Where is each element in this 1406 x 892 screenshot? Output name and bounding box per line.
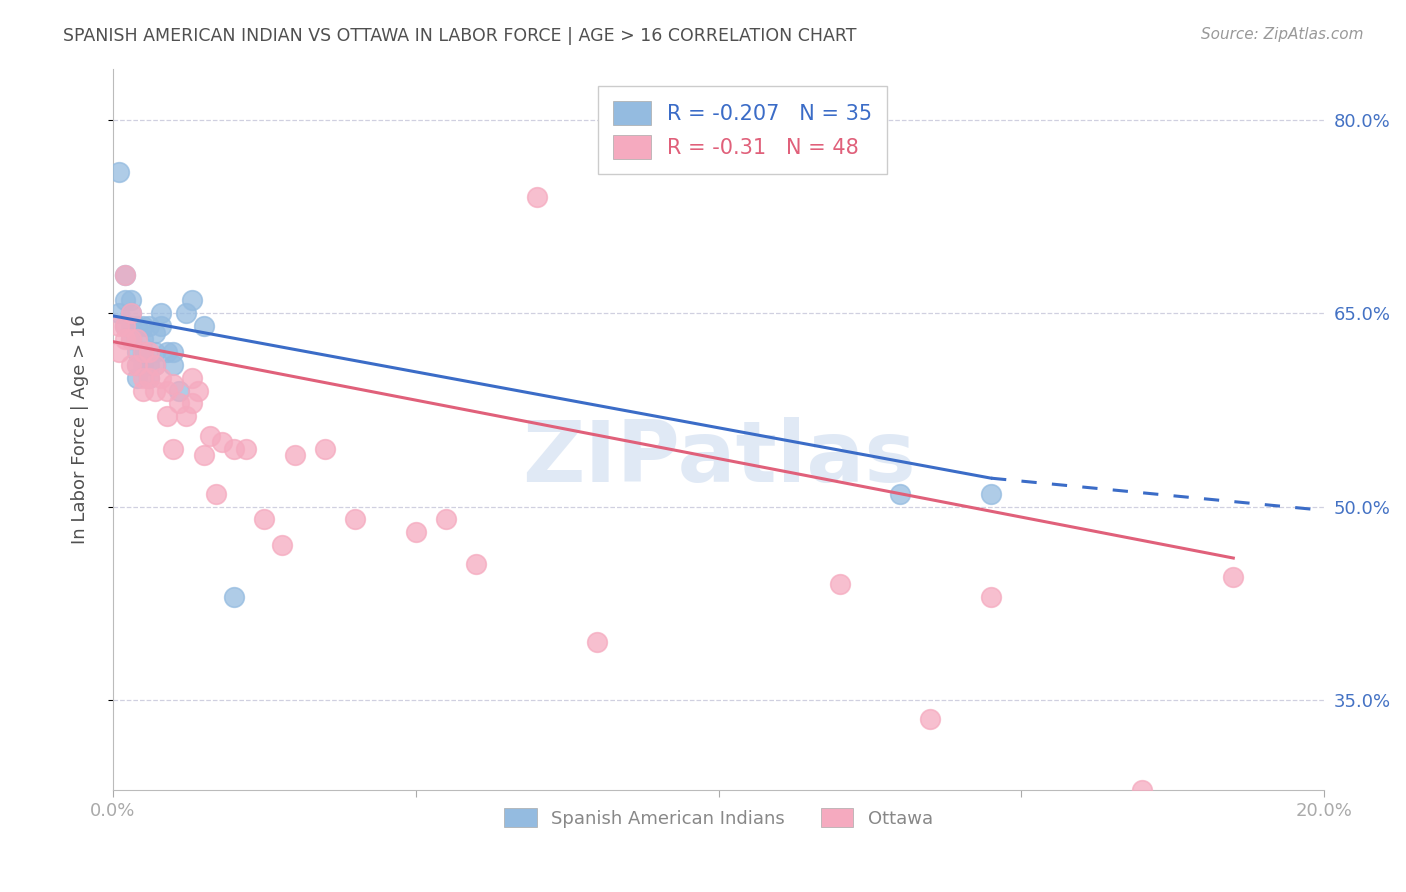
Point [120,306,142,320]
Point [169,396,191,410]
Y-axis label: In Labor Force | Age > 16: In Labor Force | Age > 16 [72,314,89,544]
Point [143,358,166,372]
Point [405,525,427,540]
Legend: Spanish American Indians, Ottawa: Spanish American Indians, Ottawa [496,801,941,835]
Point [283,448,305,462]
Point [150,319,173,334]
Point [125,358,148,372]
Point [132,345,155,359]
Point [132,370,155,384]
Point [108,345,131,359]
Point [120,332,142,346]
Point [204,486,226,500]
Point [271,538,294,552]
Point [180,396,202,410]
Point [1222,570,1244,584]
Point [138,319,160,334]
Point [162,442,184,456]
Point [162,358,184,372]
Point [193,448,215,462]
Point [114,268,136,282]
Point [138,345,160,359]
Point [114,268,136,282]
Point [108,319,131,334]
Point [156,409,179,424]
Point [174,306,197,320]
Point [180,370,202,384]
Point [169,384,191,398]
Point [120,358,142,372]
Point [156,384,179,398]
Point [586,634,609,648]
Point [150,370,173,384]
Point [314,442,336,456]
Point [162,345,184,359]
Point [138,370,160,384]
Point [125,319,148,334]
Point [193,319,215,334]
Point [180,293,202,308]
Text: SPANISH AMERICAN INDIAN VS OTTAWA IN LABOR FORCE | AGE > 16 CORRELATION CHART: SPANISH AMERICAN INDIAN VS OTTAWA IN LAB… [63,27,856,45]
Point [434,512,457,526]
Point [120,293,142,308]
Point [125,332,148,346]
Point [120,306,142,320]
Point [143,345,166,359]
Point [235,442,257,456]
Point [344,512,367,526]
Point [211,435,233,450]
Point [143,384,166,398]
Point [132,319,155,334]
Text: ZIPatlas: ZIPatlas [522,417,915,500]
Point [120,332,142,346]
Point [156,345,179,359]
Point [198,428,221,442]
Point [526,190,548,204]
Point [162,377,184,392]
Point [980,486,1002,500]
Point [108,306,131,320]
Point [125,370,148,384]
Point [222,590,245,604]
Point [132,358,155,372]
Point [174,409,197,424]
Point [120,319,142,334]
Point [150,306,173,320]
Point [920,712,942,726]
Point [980,590,1002,604]
Point [114,319,136,334]
Point [465,558,488,572]
Point [889,486,911,500]
Point [1132,783,1154,797]
Point [143,326,166,340]
Point [143,358,166,372]
Point [253,512,276,526]
Text: Source: ZipAtlas.com: Source: ZipAtlas.com [1201,27,1364,42]
Point [108,164,131,178]
Point [114,319,136,334]
Point [132,332,155,346]
Point [125,345,148,359]
Point [114,332,136,346]
Point [187,384,209,398]
Point [138,370,160,384]
Point [138,358,160,372]
Point [222,442,245,456]
Point [828,576,851,591]
Point [114,293,136,308]
Point [125,358,148,372]
Point [132,345,155,359]
Point [132,384,155,398]
